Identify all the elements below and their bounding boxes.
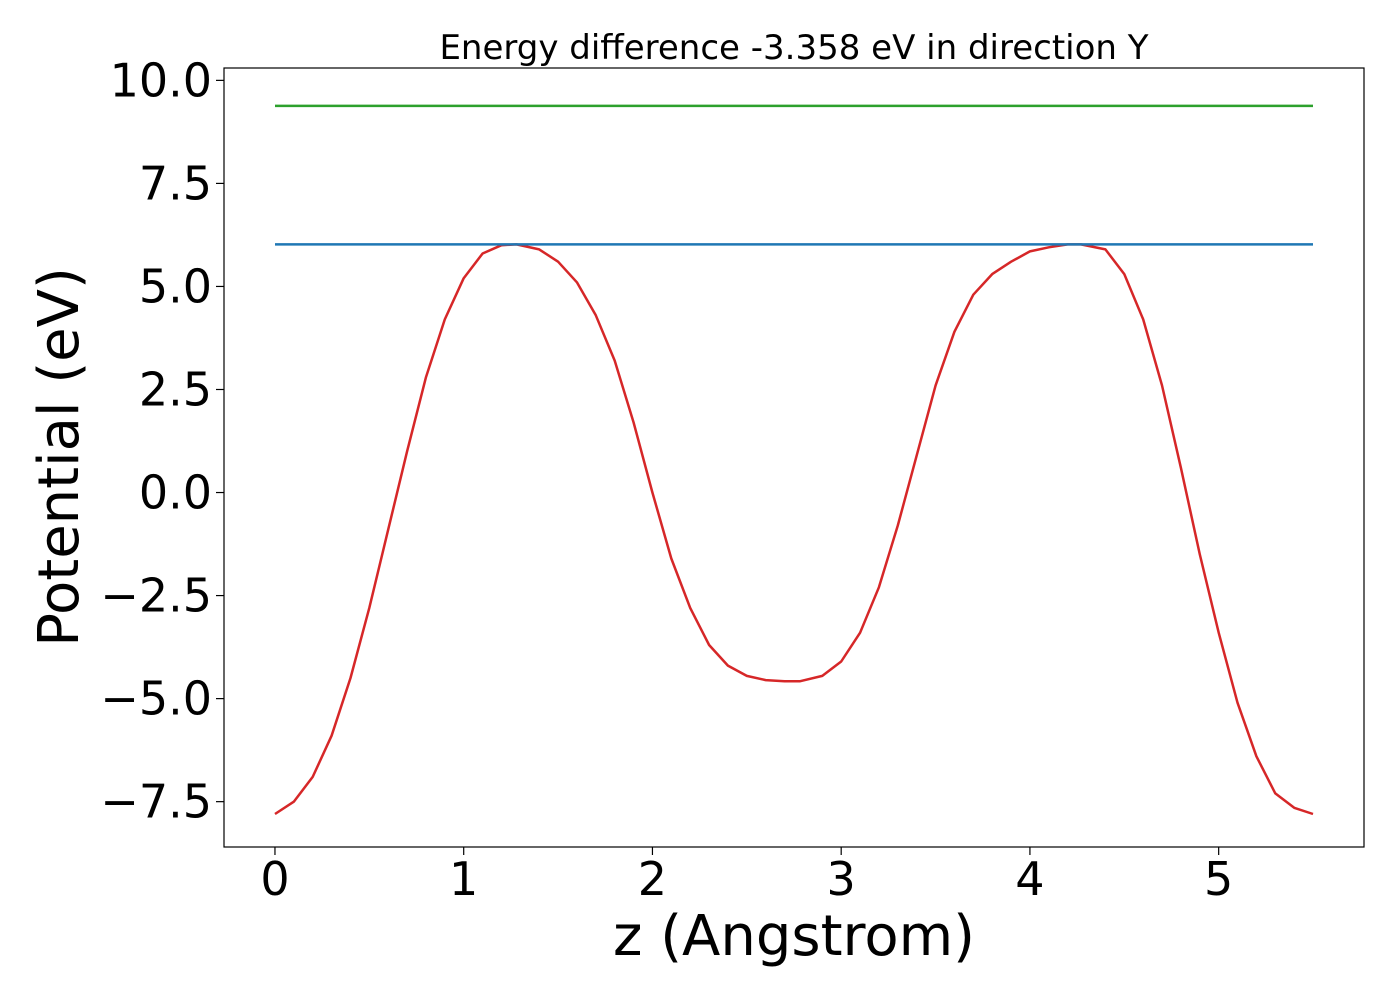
y-tick-label: −7.5 xyxy=(100,775,212,829)
y-axis: −7.5 −5.0 −2.5 0.0 2.5 5.0 7.5 10.0 xyxy=(100,53,224,829)
y-tick-label: 5.0 xyxy=(139,259,212,313)
series-layer xyxy=(274,104,1314,816)
y-tick-label: 7.5 xyxy=(139,156,212,210)
y-tick-label: −2.5 xyxy=(100,569,212,623)
y-tick-label: 10.0 xyxy=(110,53,212,107)
potential-curve xyxy=(274,243,1314,816)
x-tick-label: 3 xyxy=(827,852,856,906)
y-tick-label: 0.0 xyxy=(139,466,212,520)
chart-title: Energy difference -3.358 eV in direction… xyxy=(439,28,1148,68)
x-tick-label: 1 xyxy=(449,852,478,906)
y-axis-label: Potential (eV) xyxy=(27,267,92,647)
plot-area xyxy=(223,67,1365,848)
x-axis: 0 1 2 3 4 5 xyxy=(260,847,1233,906)
x-tick-label: 4 xyxy=(1015,852,1044,906)
x-tick-label: 2 xyxy=(638,852,667,906)
y-tick-label: −5.0 xyxy=(100,672,212,726)
x-tick-label: 0 xyxy=(260,852,289,906)
x-tick-label: 5 xyxy=(1204,852,1233,906)
y-tick-label: 2.5 xyxy=(139,362,212,416)
x-axis-label: z (Angstrom) xyxy=(613,904,975,969)
